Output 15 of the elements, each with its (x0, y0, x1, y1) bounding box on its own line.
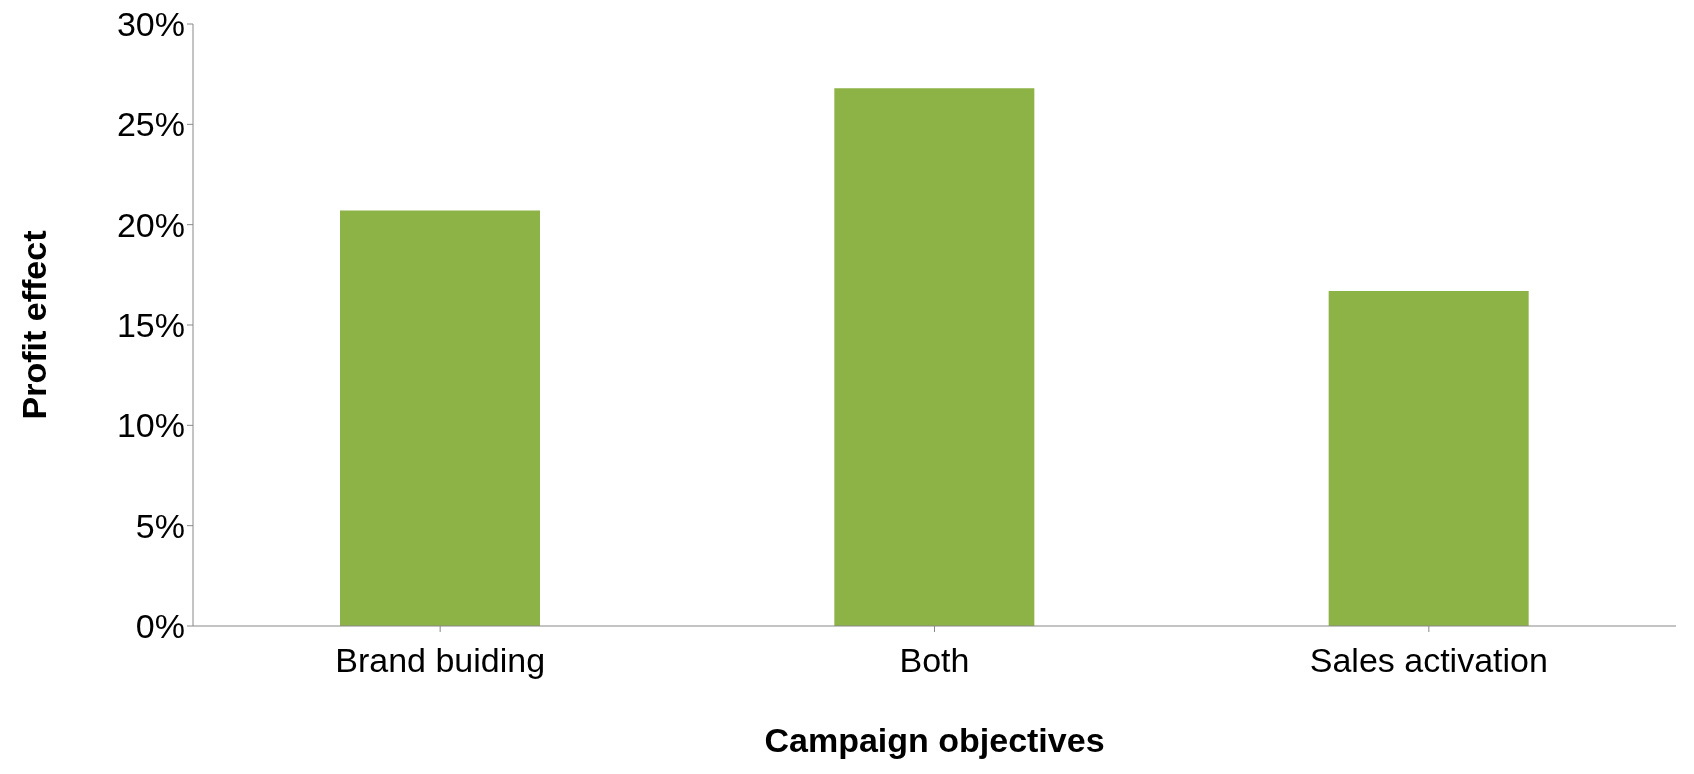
bar (340, 210, 540, 626)
y-tick-label: 20% (116, 205, 185, 244)
bar (1328, 290, 1529, 626)
x-tick-label: Sales activation (1309, 641, 1548, 680)
y-axis-title: Profit effect (15, 230, 54, 420)
y-tick-label: 25% (116, 105, 185, 144)
bar (834, 88, 1035, 626)
x-tick-label: Both (899, 641, 970, 680)
x-tick-label: Brand buiding (335, 641, 546, 680)
y-tick-label: 10% (116, 406, 185, 445)
y-tick-label: 15% (116, 306, 185, 345)
x-axis-title: Campaign objectives (764, 721, 1105, 759)
y-tick-label: 30% (116, 5, 185, 44)
y-tick-label: 5% (135, 506, 185, 545)
y-tick-label: 0% (135, 607, 185, 646)
